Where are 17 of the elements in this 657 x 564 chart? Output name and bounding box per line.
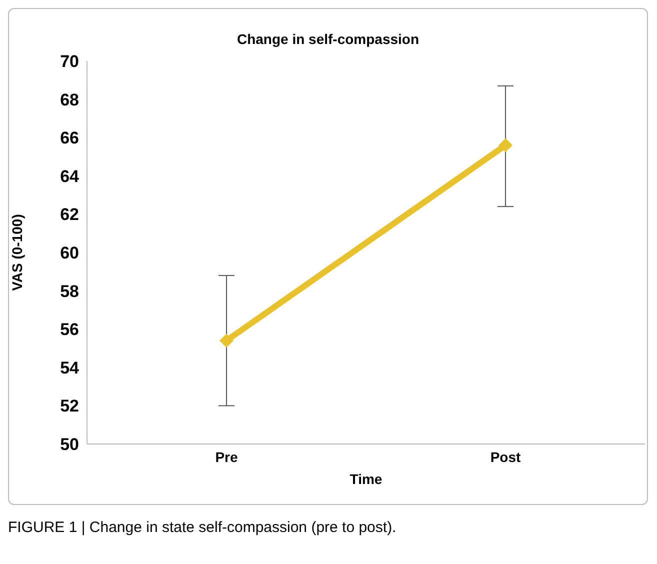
caption: FIGURE 1 | Change in state self-compassion (pre to post). <box>8 519 398 536</box>
x-tick-label: Pre <box>215 448 238 465</box>
y-tick-label: 62 <box>60 205 79 224</box>
y-axis-title: VAS (0-100) <box>8 214 25 291</box>
y-tick-label: 60 <box>60 244 79 263</box>
y-tick-label: 68 <box>60 90 79 110</box>
y-tick-label: 52 <box>60 396 79 416</box>
y-tick-label: 58 <box>60 282 79 301</box>
y-tick-label: 66 <box>60 128 79 148</box>
y-tick-label: 54 <box>60 358 80 378</box>
y-tick-label: 50 <box>60 435 79 454</box>
chart-title: Change in self-compassion <box>236 31 420 47</box>
x-axis-title: Time <box>350 471 382 487</box>
y-tick-label: 70 <box>60 52 79 72</box>
y-tick-label: 56 <box>60 320 79 340</box>
y-tick-label: 64 <box>60 166 80 186</box>
x-tick-label: Post <box>490 448 522 465</box>
